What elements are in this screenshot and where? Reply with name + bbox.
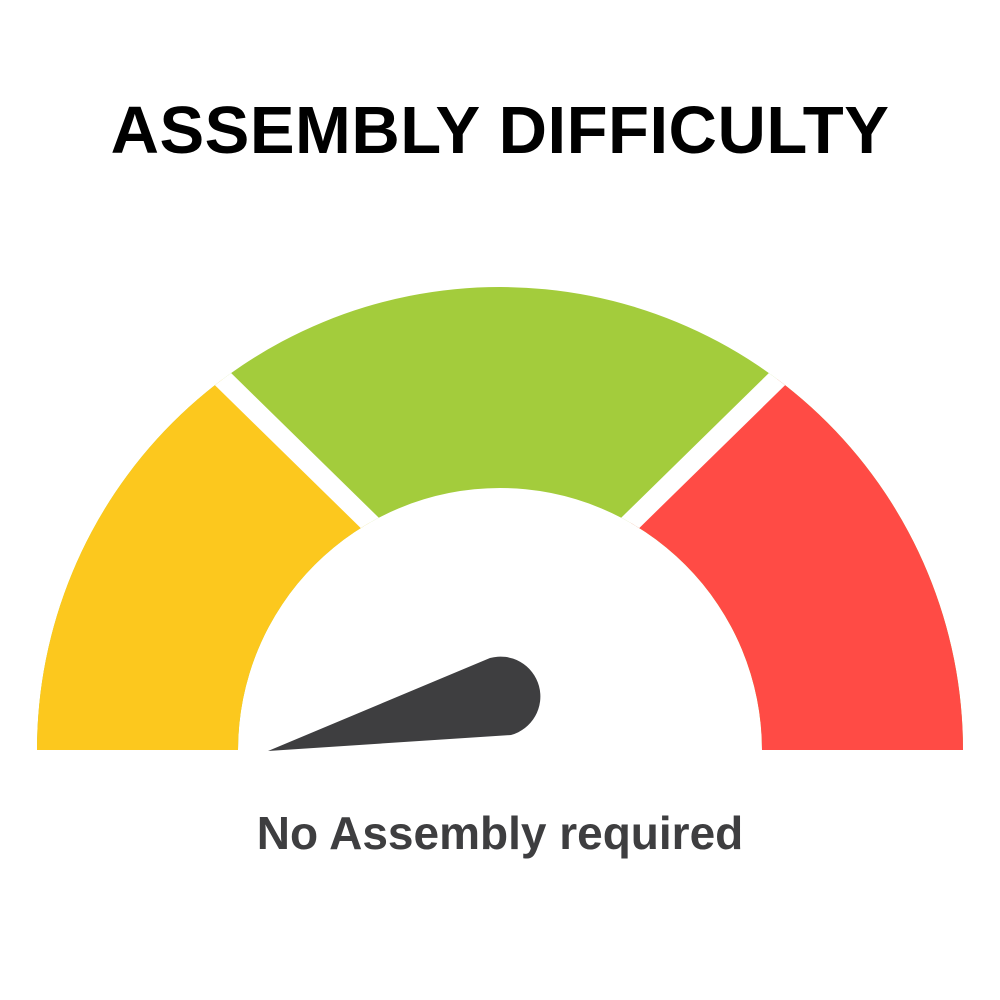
gauge-needle [268,656,541,751]
difficulty-caption: No Assembly required [256,807,744,859]
page-title: ASSEMBLY DIFFICULTY [110,93,890,168]
